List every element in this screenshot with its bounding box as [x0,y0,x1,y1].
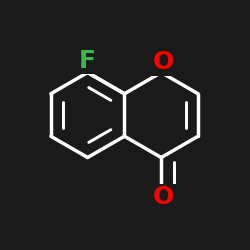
Text: F: F [79,49,96,73]
Text: O: O [153,186,174,210]
Text: O: O [153,50,174,74]
